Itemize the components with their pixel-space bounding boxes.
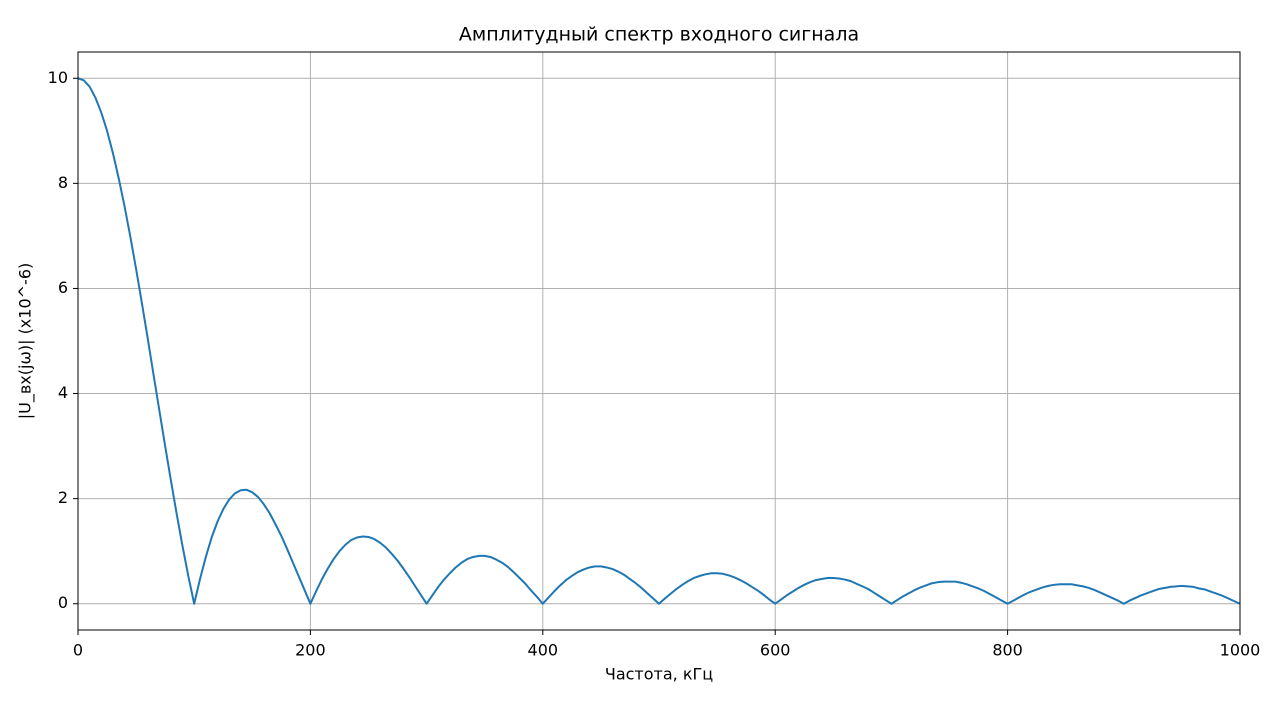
x-tick-label: 400: [528, 641, 559, 660]
line-series: [77, 77, 1241, 605]
y-tick-label: 4: [58, 383, 68, 402]
x-tick-label: 800: [992, 641, 1023, 660]
y-tick-label: 8: [58, 173, 68, 192]
y-tick-label: 6: [58, 278, 68, 297]
y-tick-label: 2: [58, 488, 68, 507]
y-tick-label: 10: [48, 68, 68, 87]
y-tick-label: 0: [58, 593, 68, 612]
y-axis-label: |U_вх(jω)| (x10^-6): [16, 263, 36, 419]
x-tick-label: 1000: [1220, 641, 1261, 660]
chart-title: Амплитудный спектр входного сигнала: [459, 24, 859, 46]
x-tick-label: 200: [295, 641, 326, 660]
x-axis-label: Частота, кГц: [605, 665, 713, 684]
x-tick-label: 0: [73, 641, 83, 660]
plot-frame: [77, 51, 1241, 631]
x-tick-label: 600: [760, 641, 791, 660]
